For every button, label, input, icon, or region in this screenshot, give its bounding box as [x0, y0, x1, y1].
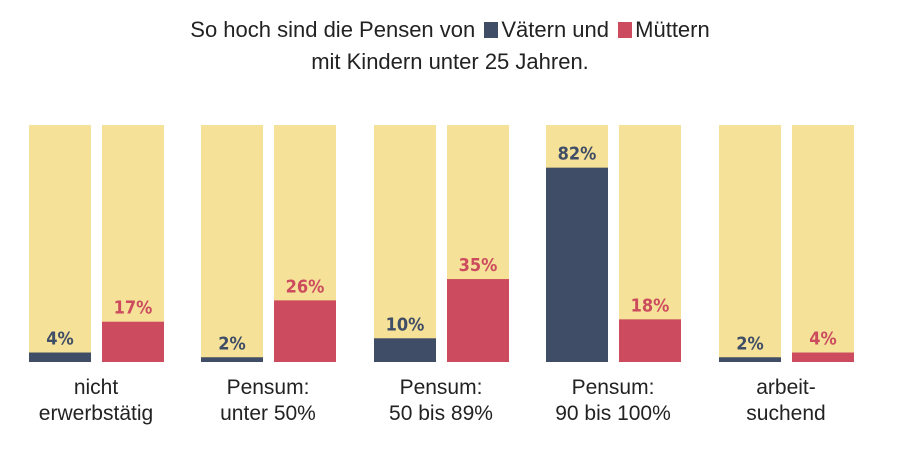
- bar-mothers: [619, 319, 681, 362]
- bar-fathers: [374, 338, 436, 362]
- legend-swatch-mothers: [618, 22, 633, 38]
- data-label: 4%: [46, 329, 74, 350]
- title-text: So hoch sind die Pensen von: [190, 17, 476, 42]
- bar-fathers: [201, 357, 263, 362]
- data-label: 17%: [114, 298, 153, 319]
- bar-track: [201, 125, 263, 362]
- bar-track: [719, 125, 781, 362]
- bar-fathers: [546, 167, 608, 362]
- bar-fathers: [29, 352, 91, 362]
- category-label: 50 bis 89%: [389, 402, 493, 425]
- bar-track: [792, 125, 854, 362]
- data-label: 18%: [631, 295, 670, 316]
- data-label: 2%: [218, 333, 246, 354]
- bar-mothers: [447, 279, 509, 362]
- bar-track: [29, 125, 91, 362]
- legend-swatch-fathers: [484, 22, 499, 38]
- legend-mothers: Müttern: [635, 17, 710, 42]
- category-label: unter 50%: [220, 402, 316, 425]
- chart-title: So hoch sind die Pensen von Vätern und M…: [0, 14, 900, 78]
- title-line2: mit Kindern unter 25 Jahren.: [311, 49, 589, 74]
- bar-mothers: [102, 321, 164, 362]
- category-label: 90 bis 100%: [555, 402, 671, 425]
- data-label: 2%: [736, 333, 764, 354]
- category-label: suchend: [746, 402, 825, 425]
- bar-fathers: [719, 357, 781, 362]
- data-label: 82%: [558, 144, 597, 165]
- category-label: arbeit-: [756, 376, 816, 399]
- data-label: 10%: [386, 314, 425, 335]
- category-label: Pensum:: [572, 376, 655, 399]
- bar-track: [374, 125, 436, 362]
- data-label: 26%: [286, 276, 325, 297]
- category-label: erwerbstätig: [39, 402, 153, 425]
- data-label: 4%: [809, 329, 837, 350]
- legend-fathers: Vätern und: [501, 17, 610, 42]
- bar-mothers: [792, 352, 854, 362]
- data-label: 35%: [459, 255, 498, 276]
- bar-mothers: [274, 300, 336, 362]
- category-label: Pensum:: [400, 376, 483, 399]
- category-label: Pensum:: [227, 376, 310, 399]
- category-label: nicht: [74, 376, 119, 399]
